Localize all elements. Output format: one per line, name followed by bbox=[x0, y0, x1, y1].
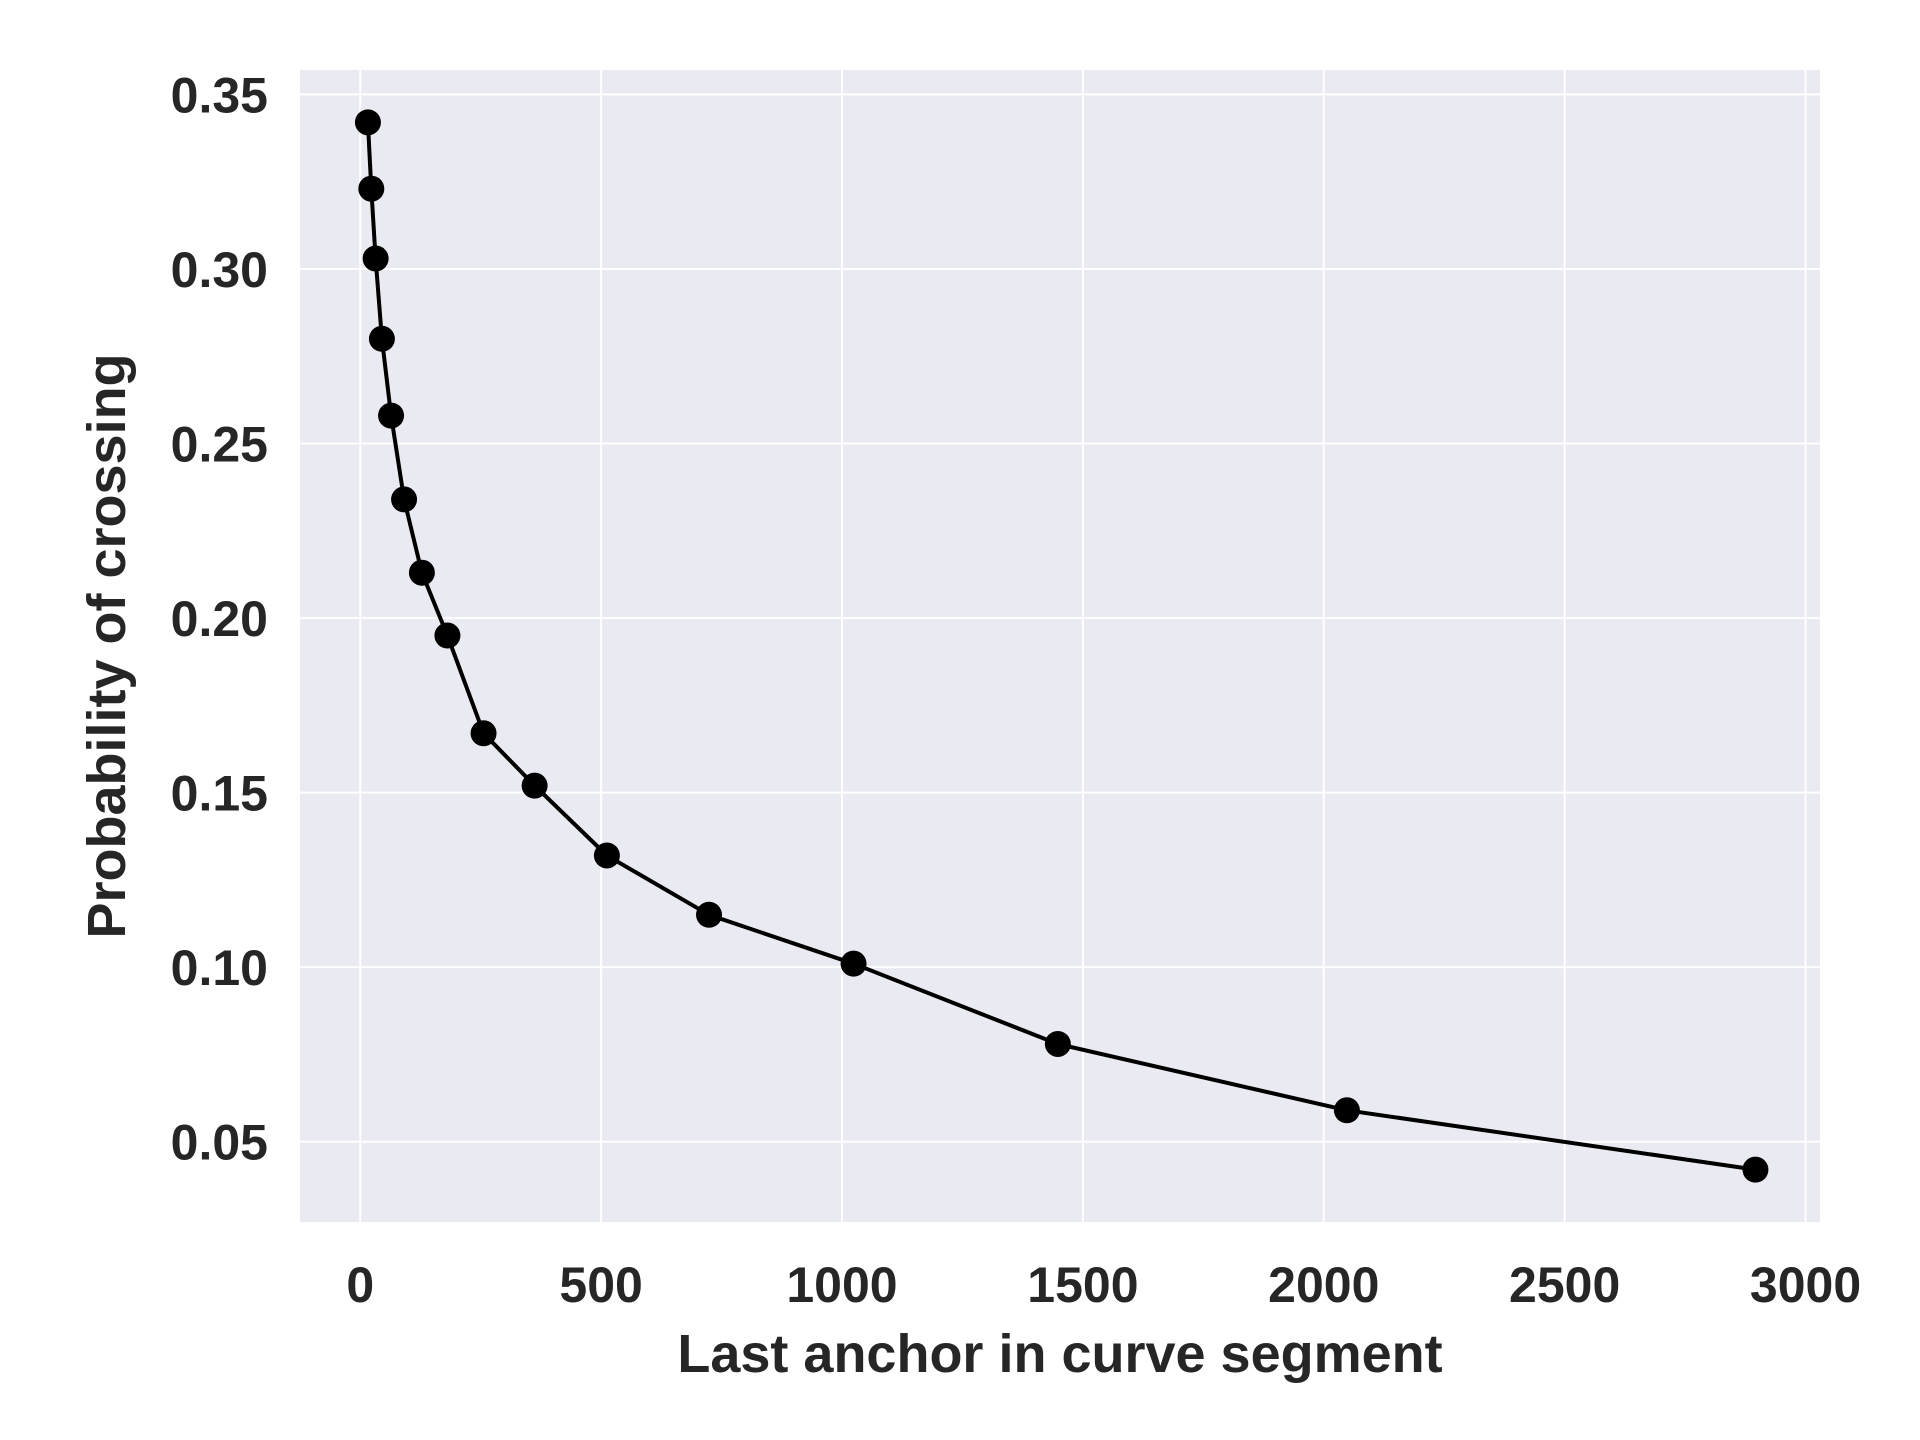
y-tick-label: 0.30 bbox=[171, 242, 268, 298]
data-point bbox=[593, 842, 620, 869]
data-point bbox=[408, 559, 435, 586]
data-series bbox=[354, 109, 1769, 1183]
x-tick-label: 1500 bbox=[1027, 1257, 1138, 1313]
y-tick-label: 0.15 bbox=[171, 766, 268, 822]
data-point bbox=[434, 622, 461, 649]
data-point bbox=[358, 175, 385, 202]
y-axis-ticks: 0.05 0.10 0.15 0.20 0.25 0.30 0.35 bbox=[171, 67, 268, 1170]
y-tick-label: 0.10 bbox=[171, 940, 268, 996]
data-point bbox=[1044, 1030, 1071, 1057]
data-point bbox=[521, 772, 548, 799]
x-tick-label: 2500 bbox=[1509, 1257, 1620, 1313]
grid-lines bbox=[300, 70, 1820, 1222]
x-axis-ticks: 0 500 1000 1500 2000 2500 3000 bbox=[346, 1257, 1861, 1313]
x-tick-label: 0 bbox=[346, 1257, 374, 1313]
plot-area bbox=[300, 70, 1820, 1222]
data-point bbox=[378, 402, 405, 429]
data-point bbox=[391, 486, 418, 513]
x-tick-label: 3000 bbox=[1750, 1257, 1861, 1313]
data-point bbox=[1333, 1097, 1360, 1124]
data-point bbox=[696, 901, 723, 928]
y-tick-label: 0.25 bbox=[171, 417, 268, 473]
x-tick-label: 1000 bbox=[786, 1257, 897, 1313]
x-tick-label: 2000 bbox=[1268, 1257, 1379, 1313]
data-point bbox=[840, 950, 867, 977]
y-tick-label: 0.20 bbox=[171, 591, 268, 647]
y-axis-label: Probability of crossing bbox=[77, 353, 137, 938]
y-tick-label: 0.35 bbox=[171, 67, 268, 123]
y-tick-label: 0.05 bbox=[171, 1115, 268, 1171]
data-point bbox=[470, 720, 497, 747]
x-tick-label: 500 bbox=[559, 1257, 642, 1313]
data-point bbox=[1742, 1156, 1769, 1183]
data-point bbox=[368, 325, 395, 352]
data-point bbox=[354, 109, 381, 136]
x-axis-label: Last anchor in curve segment bbox=[677, 1324, 1442, 1384]
data-point bbox=[362, 245, 389, 272]
series-line bbox=[365, 122, 1756, 1172]
